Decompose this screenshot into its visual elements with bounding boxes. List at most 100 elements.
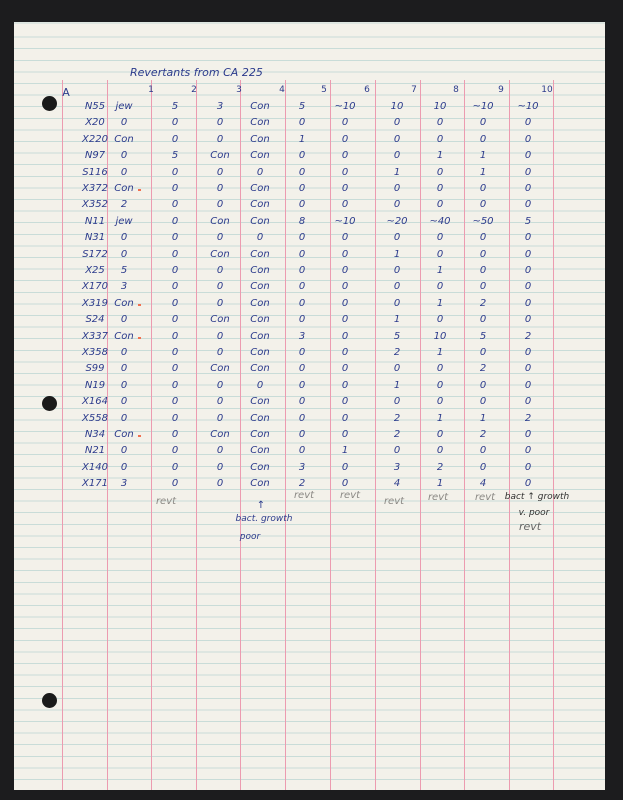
table-cell: 3 xyxy=(216,101,224,112)
strain-label: X20 xyxy=(85,117,105,129)
table-cell: 0 xyxy=(436,232,444,244)
table-cell: 0 xyxy=(479,199,487,211)
column-header: 4 xyxy=(279,85,285,95)
table-cell: Con xyxy=(114,133,134,145)
table-cell: 0 xyxy=(479,396,487,408)
strain-label: N34 xyxy=(84,429,106,440)
table-cell: 0 xyxy=(341,297,349,309)
table-cell: 0 xyxy=(171,461,179,473)
table-cell: 4 xyxy=(479,478,487,490)
table-cell: 0 xyxy=(341,199,349,211)
table-cell: 0 xyxy=(524,199,532,211)
table-cell: 0 xyxy=(479,117,487,129)
table-cell: 5 xyxy=(171,101,179,112)
table-cell: 2 xyxy=(479,363,487,375)
note-col10-line2: v. poor xyxy=(518,508,550,518)
table-cell: 0 xyxy=(171,363,179,375)
table-cell: 0 xyxy=(436,363,444,375)
table-cell: 0 xyxy=(341,379,349,391)
table-cell: 0 xyxy=(216,166,224,178)
table-cell: 0 xyxy=(524,265,532,276)
table-cell: 0 xyxy=(216,133,224,145)
table-cell: 0 xyxy=(298,347,306,358)
strain-label: X372 xyxy=(82,183,108,194)
page-title: Revertants from CA 225 xyxy=(130,66,263,79)
table-cell: 0 xyxy=(479,232,487,244)
table-cell: ~10 xyxy=(472,101,494,112)
table-cell: ~10 xyxy=(334,101,356,112)
note-col2: revt xyxy=(155,496,177,507)
table-cell: 0 xyxy=(216,379,224,391)
table-cell: Con xyxy=(250,478,270,490)
table-cell: 0 xyxy=(479,248,487,260)
strain-label: S99 xyxy=(85,363,105,375)
table-cell: Con xyxy=(250,281,270,293)
table-cell: 0 xyxy=(216,461,224,473)
note-col7: revt xyxy=(383,496,405,507)
margin-rule xyxy=(196,80,197,790)
table-cell: 0 xyxy=(171,429,179,440)
table-cell: 2 xyxy=(298,478,306,490)
table-cell: Con xyxy=(210,248,230,260)
table-cell: 0 xyxy=(298,363,306,375)
table-cell: 4 xyxy=(393,478,401,490)
table-cell: 0 xyxy=(393,281,401,293)
table-cell: Con xyxy=(114,330,134,342)
table-cell: 0 xyxy=(120,166,128,178)
table-cell: 2 xyxy=(436,461,444,473)
table-cell: jew xyxy=(115,215,133,227)
table-cell: Con xyxy=(250,101,270,112)
table-cell: Con xyxy=(250,265,270,276)
table-cell: 0 xyxy=(256,166,264,178)
table-cell: 0 xyxy=(479,445,487,457)
table-cell: 0 xyxy=(393,133,401,145)
table-cell: 0 xyxy=(436,248,444,260)
margin-rule xyxy=(420,80,421,790)
table-cell: 0 xyxy=(216,281,224,293)
table-cell: 0 xyxy=(171,297,179,309)
table-cell: 0 xyxy=(393,150,401,162)
table-cell: 0 xyxy=(171,248,179,260)
table-cell: 0 xyxy=(393,363,401,375)
table-cell: 3 xyxy=(120,478,128,490)
table-cell: 0 xyxy=(298,117,306,129)
table-cell: 0 xyxy=(216,412,224,424)
table-cell: Con xyxy=(114,183,134,194)
table-cell: 0 xyxy=(171,166,179,178)
margin-rule xyxy=(375,80,376,790)
table-cell: 1 xyxy=(436,150,444,162)
red-mark xyxy=(138,189,141,191)
table-cell: 0 xyxy=(341,363,349,375)
table-cell: 0 xyxy=(524,232,532,244)
table-cell: Con xyxy=(210,215,230,227)
table-cell: 0 xyxy=(171,347,179,358)
table-cell: 1 xyxy=(436,412,444,424)
table-cell: Con xyxy=(210,363,230,375)
table-cell: Con xyxy=(250,117,270,129)
table-cell: 1 xyxy=(479,166,487,178)
table-cell: 0 xyxy=(393,199,401,211)
margin-rule xyxy=(62,80,63,790)
column-header: 2 xyxy=(191,85,197,95)
table-cell: Con xyxy=(250,347,270,358)
table-cell: 1 xyxy=(341,445,349,457)
red-mark xyxy=(138,435,141,437)
table-cell: 0 xyxy=(298,166,306,178)
table-cell: 5 xyxy=(120,265,128,276)
table-cell: 0 xyxy=(171,232,179,244)
table-cell: 0 xyxy=(216,117,224,129)
table-cell: 0 xyxy=(524,281,532,293)
margin-rule xyxy=(330,80,331,790)
table-cell: 0 xyxy=(524,461,532,473)
table-cell: 0 xyxy=(436,281,444,293)
table-cell: Con xyxy=(210,314,230,326)
strain-label: X337 xyxy=(82,330,108,342)
table-cell: 10 xyxy=(433,330,447,342)
table-cell: 0 xyxy=(524,478,532,490)
column-header: 6 xyxy=(364,85,370,95)
table-cell: 0 xyxy=(479,314,487,326)
table-cell: 0 xyxy=(171,183,179,194)
table-cell: 1 xyxy=(393,314,401,326)
table-cell: 0 xyxy=(341,248,349,260)
table-cell: 3 xyxy=(393,461,401,473)
